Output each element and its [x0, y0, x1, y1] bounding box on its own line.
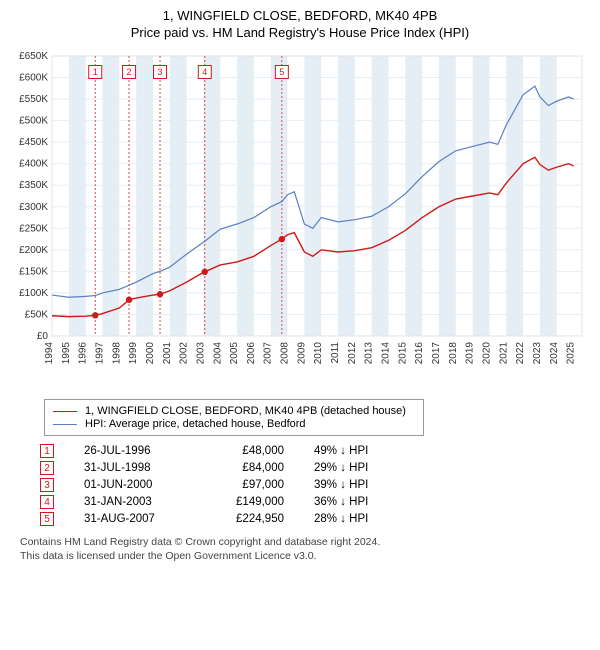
transaction-row: 2 31-JUL-1998 £84,000 29% ↓ HPI — [40, 461, 590, 475]
svg-text:2015: 2015 — [397, 342, 408, 365]
transaction-date: 31-JUL-1998 — [84, 462, 179, 474]
svg-text:£650K: £650K — [19, 51, 48, 62]
transaction-marker: 1 — [40, 444, 54, 458]
svg-text:2016: 2016 — [414, 342, 425, 365]
transaction-marker: 5 — [40, 512, 54, 526]
transaction-date: 31-AUG-2007 — [84, 513, 179, 525]
transaction-delta: 28% ↓ HPI — [314, 513, 394, 525]
svg-text:3: 3 — [158, 67, 163, 77]
transaction-date: 31-JAN-2003 — [84, 496, 179, 508]
svg-text:1995: 1995 — [61, 342, 72, 365]
svg-text:1: 1 — [93, 67, 98, 77]
svg-text:2002: 2002 — [179, 342, 190, 365]
svg-text:2005: 2005 — [229, 342, 240, 365]
legend-swatch — [53, 411, 77, 412]
svg-text:2009: 2009 — [296, 342, 307, 365]
transaction-marker: 4 — [40, 495, 54, 509]
transaction-marker: 3 — [40, 478, 54, 492]
svg-text:£450K: £450K — [19, 137, 48, 148]
svg-text:2022: 2022 — [515, 342, 526, 365]
transaction-date: 26-JUL-1996 — [84, 445, 179, 457]
transaction-delta: 36% ↓ HPI — [314, 496, 394, 508]
footer: Contains HM Land Registry data © Crown c… — [20, 536, 590, 563]
legend-label: HPI: Average price, detached house, Bedf… — [85, 418, 306, 430]
price-chart: £0 £50K £100K £150K £200K £250K £300K £350K £400… — [10, 46, 590, 381]
svg-text:1999: 1999 — [128, 342, 139, 365]
svg-text:2000: 2000 — [145, 342, 156, 365]
svg-text:£300K: £300K — [19, 202, 48, 213]
svg-text:2007: 2007 — [263, 342, 274, 365]
svg-text:2011: 2011 — [330, 342, 341, 364]
title-subtitle: Price paid vs. HM Land Registry's House … — [10, 25, 590, 40]
svg-text:£550K: £550K — [19, 94, 48, 105]
transaction-delta: 49% ↓ HPI — [314, 445, 394, 457]
svg-text:2024: 2024 — [549, 342, 560, 365]
svg-text:1998: 1998 — [111, 342, 122, 365]
svg-text:2023: 2023 — [532, 342, 543, 365]
transaction-price: £48,000 — [209, 445, 284, 457]
footer-line2: This data is licensed under the Open Gov… — [20, 550, 590, 564]
svg-text:2006: 2006 — [246, 342, 257, 365]
transaction-date: 01-JUN-2000 — [84, 479, 179, 491]
svg-text:2020: 2020 — [481, 342, 492, 365]
transaction-marker: 2 — [40, 461, 54, 475]
transaction-row: 3 01-JUN-2000 £97,000 39% ↓ HPI — [40, 478, 590, 492]
svg-text:2010: 2010 — [313, 342, 324, 365]
svg-text:5: 5 — [279, 67, 284, 77]
transaction-price: £84,000 — [209, 462, 284, 474]
svg-text:£100K: £100K — [19, 288, 48, 299]
svg-text:£150K: £150K — [19, 266, 48, 277]
svg-text:£50K: £50K — [25, 309, 49, 320]
svg-text:2012: 2012 — [347, 342, 358, 365]
legend-item: 1, WINGFIELD CLOSE, BEDFORD, MK40 4PB (d… — [53, 405, 415, 417]
svg-text:2013: 2013 — [364, 342, 375, 365]
legend-item: HPI: Average price, detached house, Bedf… — [53, 418, 415, 430]
svg-text:2021: 2021 — [498, 342, 509, 365]
transaction-price: £224,950 — [209, 513, 284, 525]
transaction-row: 5 31-AUG-2007 £224,950 28% ↓ HPI — [40, 512, 590, 526]
figure-container: 1, WINGFIELD CLOSE, BEDFORD, MK40 4PB Pr… — [0, 0, 600, 650]
svg-text:£600K: £600K — [19, 73, 48, 84]
svg-text:4: 4 — [202, 67, 207, 77]
svg-text:1997: 1997 — [94, 342, 105, 365]
svg-text:1996: 1996 — [78, 342, 89, 365]
svg-text:2017: 2017 — [431, 342, 442, 365]
transaction-row: 4 31-JAN-2003 £149,000 36% ↓ HPI — [40, 495, 590, 509]
transaction-row: 1 26-JUL-1996 £48,000 49% ↓ HPI — [40, 444, 590, 458]
chart-svg: £0 £50K £100K £150K £200K £250K £300K £350K £400… — [10, 46, 590, 376]
title-address: 1, WINGFIELD CLOSE, BEDFORD, MK40 4PB — [10, 8, 590, 23]
svg-text:2019: 2019 — [465, 342, 476, 365]
svg-text:1994: 1994 — [44, 342, 55, 365]
svg-text:£500K: £500K — [19, 116, 48, 127]
transaction-delta: 39% ↓ HPI — [314, 479, 394, 491]
svg-text:£250K: £250K — [19, 223, 48, 234]
legend-label: 1, WINGFIELD CLOSE, BEDFORD, MK40 4PB (d… — [85, 405, 406, 417]
footer-line1: Contains HM Land Registry data © Crown c… — [20, 536, 590, 550]
transaction-price: £149,000 — [209, 496, 284, 508]
transactions-table: 1 26-JUL-1996 £48,000 49% ↓ HPI 2 31-JUL-1998… — [40, 444, 590, 526]
svg-text:2001: 2001 — [162, 342, 173, 365]
svg-text:£350K: £350K — [19, 180, 48, 191]
transaction-price: £97,000 — [209, 479, 284, 491]
svg-text:2025: 2025 — [566, 342, 577, 365]
legend: 1, WINGFIELD CLOSE, BEDFORD, MK40 4PB (d… — [44, 399, 424, 436]
svg-text:£200K: £200K — [19, 245, 48, 256]
svg-text:2: 2 — [127, 67, 132, 77]
svg-text:£0: £0 — [37, 331, 49, 342]
svg-text:£400K: £400K — [19, 159, 48, 170]
transaction-delta: 29% ↓ HPI — [314, 462, 394, 474]
svg-text:2004: 2004 — [212, 342, 223, 365]
legend-swatch — [53, 424, 77, 425]
svg-text:2018: 2018 — [448, 342, 459, 365]
svg-text:2003: 2003 — [195, 342, 206, 365]
svg-text:2014: 2014 — [381, 342, 392, 365]
svg-text:2008: 2008 — [280, 342, 291, 365]
